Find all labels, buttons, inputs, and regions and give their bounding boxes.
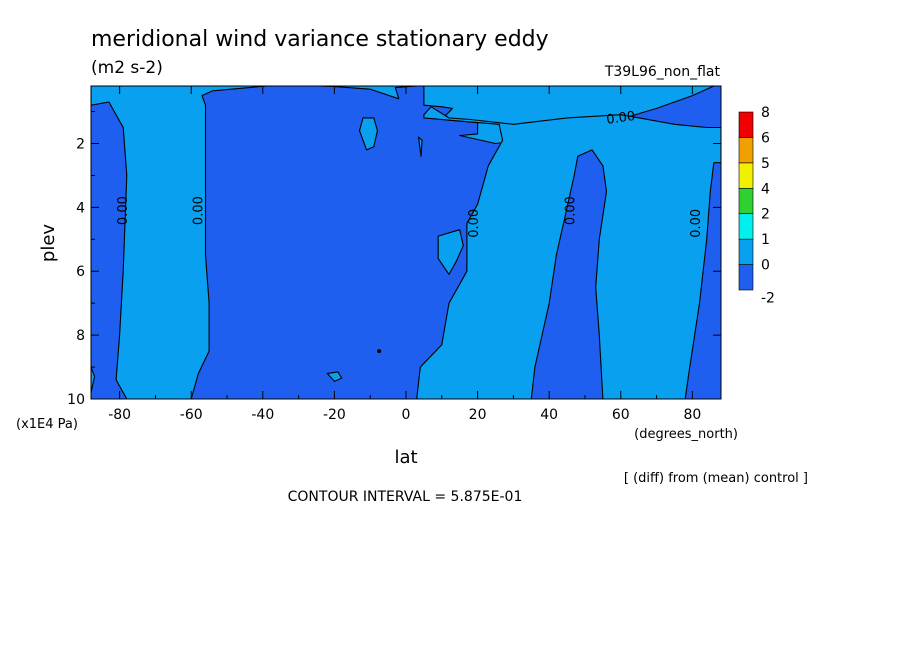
colorbar: 8 6 5 4 2 1 0 -2 [738, 105, 775, 307]
contour-fills [91, 86, 721, 399]
contour-label: 0.00 [191, 196, 206, 225]
colorbar-label: 2 [761, 207, 770, 223]
region-small-patch [326, 371, 343, 382]
x-tick-label: 60 [612, 407, 630, 423]
x-tick-label: 0 [402, 407, 411, 423]
y-tick-label: 6 [76, 264, 85, 280]
contour-label: 0.00 [689, 209, 704, 238]
chart-title: meridional wind variance stationary eddy [91, 27, 549, 52]
colorbar-label: 4 [761, 181, 770, 197]
x-tick-label: 80 [683, 407, 701, 423]
colorbar-label: -2 [761, 291, 775, 307]
y-axis-label: plev [38, 224, 59, 263]
comparison-note: [ (diff) from (mean) control ] [624, 471, 808, 486]
run-label: T39L96_non_flat [604, 64, 721, 80]
chart-units: (m2 s-2) [91, 58, 163, 78]
y-axis-units: (x1E4 Pa) [16, 417, 78, 432]
x-tick-label: -80 [108, 407, 131, 423]
x-tick-label: 40 [540, 407, 558, 423]
contour-label: 0.00 [467, 209, 482, 238]
y-tick-label: 4 [76, 200, 85, 216]
x-ticks: -80 -60 -40 -20 0 20 40 60 80 [108, 86, 701, 423]
x-tick-label: -20 [323, 407, 346, 423]
region-equatorial-patch [437, 229, 464, 275]
x-tick-label: 20 [469, 407, 487, 423]
colorbar-swatch [738, 238, 754, 265]
y-tick-label: 2 [76, 136, 85, 152]
y-tick-label: 8 [76, 328, 85, 344]
colorbar-label: 0 [761, 258, 770, 274]
contour-label: 0.00 [564, 196, 579, 225]
colorbar-swatch [738, 111, 754, 138]
region-northern-tiny-patch [417, 136, 423, 157]
contour-label: 0.00 [605, 109, 636, 128]
y-ticks: 2 4 6 8 10 [67, 111, 721, 408]
colorbar-swatch [738, 264, 754, 291]
colorbar-label: 1 [761, 232, 770, 248]
colorbar-swatch [738, 137, 754, 164]
x-axis-units: (degrees_north) [634, 427, 738, 442]
colorbar-swatch [738, 187, 754, 215]
contour-label: 0.00 [116, 196, 131, 225]
x-axis-label: lat [394, 447, 417, 468]
region-northern-tropical-column [416, 106, 721, 399]
plot-area: 0.00 0.00 0.00 0.00 0.00 0.00 [90, 85, 722, 400]
colorbar-label: 8 [761, 105, 770, 121]
y-tick-label: 10 [67, 392, 85, 408]
colorbar-label: 5 [761, 156, 770, 172]
x-tick-label: -40 [251, 407, 274, 423]
colorbar-label: 6 [761, 130, 770, 146]
colorbar-swatch [738, 162, 754, 189]
contour-dot [377, 349, 382, 354]
x-tick-label: -60 [180, 407, 203, 423]
contour-interval: CONTOUR INTERVAL = 5.875E-01 [288, 489, 523, 505]
region-edge-patch [91, 366, 96, 394]
colorbar-swatch [738, 213, 754, 240]
region-southern-patch [358, 117, 378, 151]
